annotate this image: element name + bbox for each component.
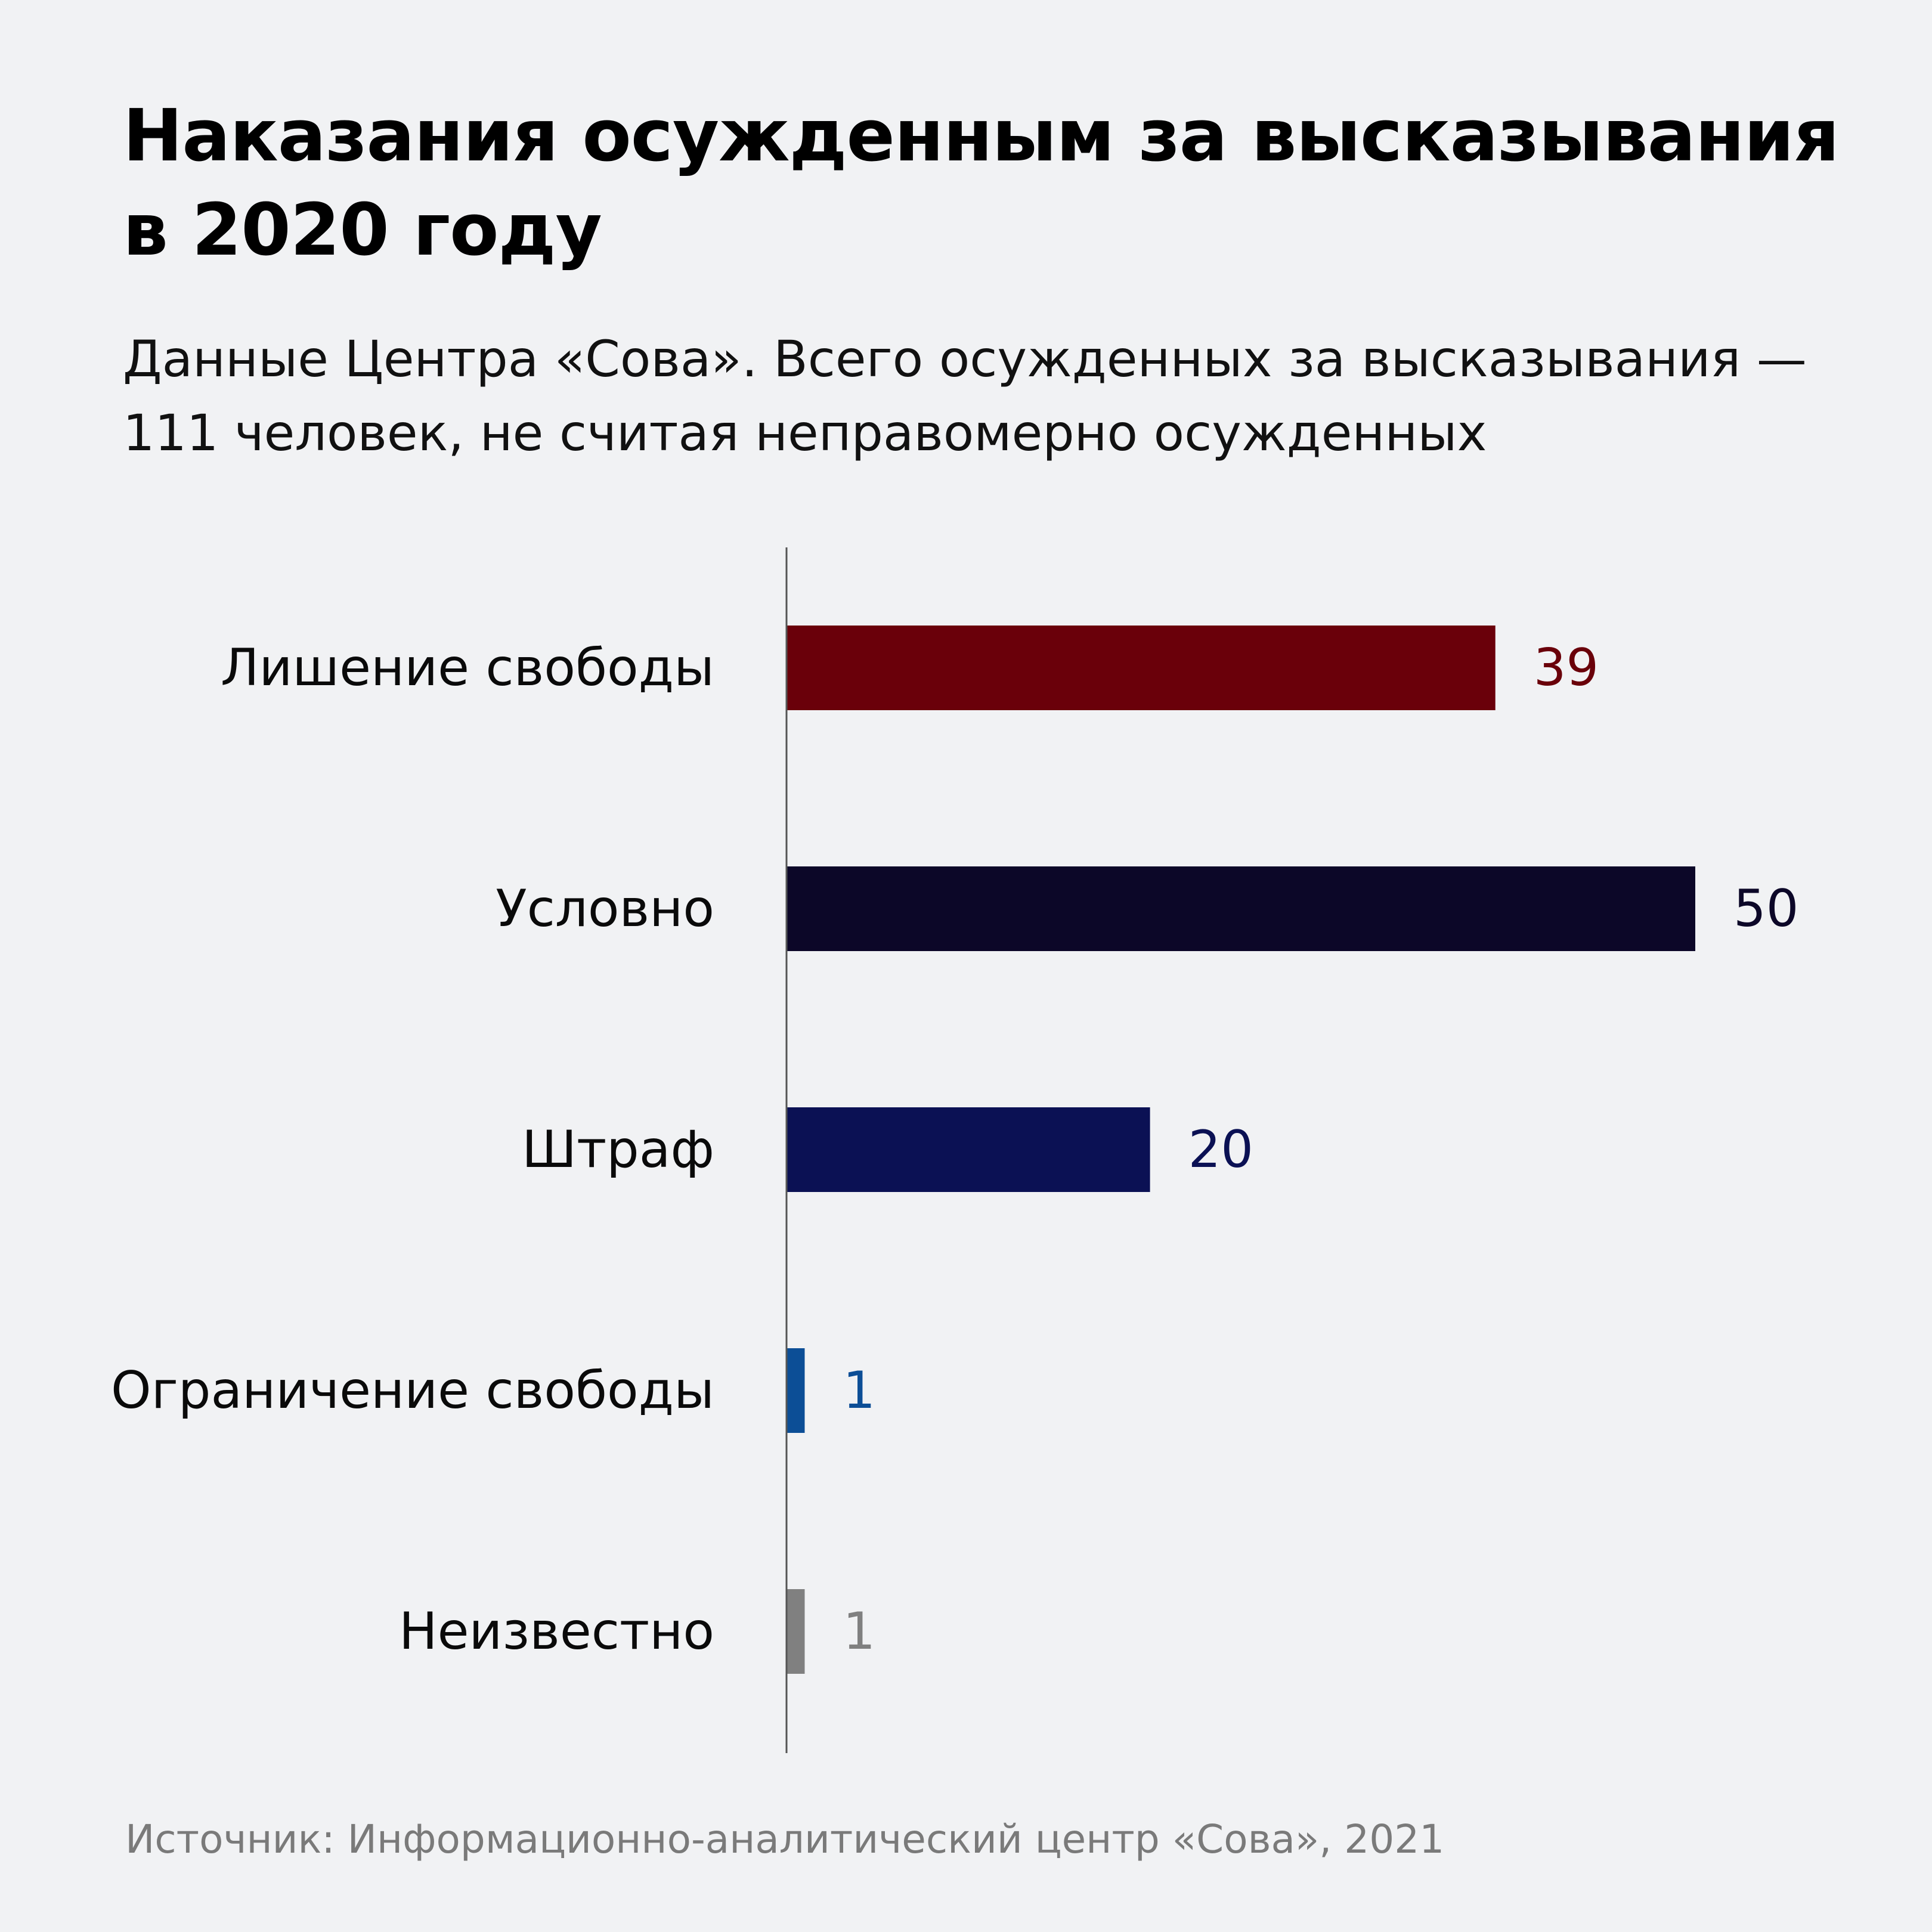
- source-note: Источник: Информационно-аналитический це…: [125, 1816, 1445, 1862]
- category-label-3: Ограничение свободы: [111, 1361, 714, 1420]
- value-label-4: 1: [843, 1602, 875, 1661]
- bar-3: [787, 1348, 805, 1433]
- category-label-1: Условно: [496, 879, 714, 939]
- value-label-2: 20: [1188, 1120, 1253, 1179]
- bar-0: [787, 626, 1496, 710]
- value-label-3: 1: [843, 1361, 875, 1420]
- value-label-0: 39: [1534, 638, 1599, 698]
- bar-4: [787, 1589, 805, 1674]
- bar-2: [787, 1107, 1150, 1192]
- bar-1: [787, 866, 1695, 951]
- category-label-4: Неизвестно: [399, 1602, 714, 1661]
- category-label-0: Лишение свободы: [221, 638, 714, 698]
- category-label-2: Штраф: [522, 1120, 714, 1179]
- chart-subtitle: Данные Центра «Сова». Всего осужденных з…: [123, 330, 1807, 462]
- chart-title: Наказания осужденным за высказывания в 2…: [123, 95, 1840, 272]
- value-label-1: 50: [1733, 879, 1798, 939]
- bars-layer: Лишение свободы 39 Условно 50 Штраф 20 Огранич…: [111, 626, 1798, 1674]
